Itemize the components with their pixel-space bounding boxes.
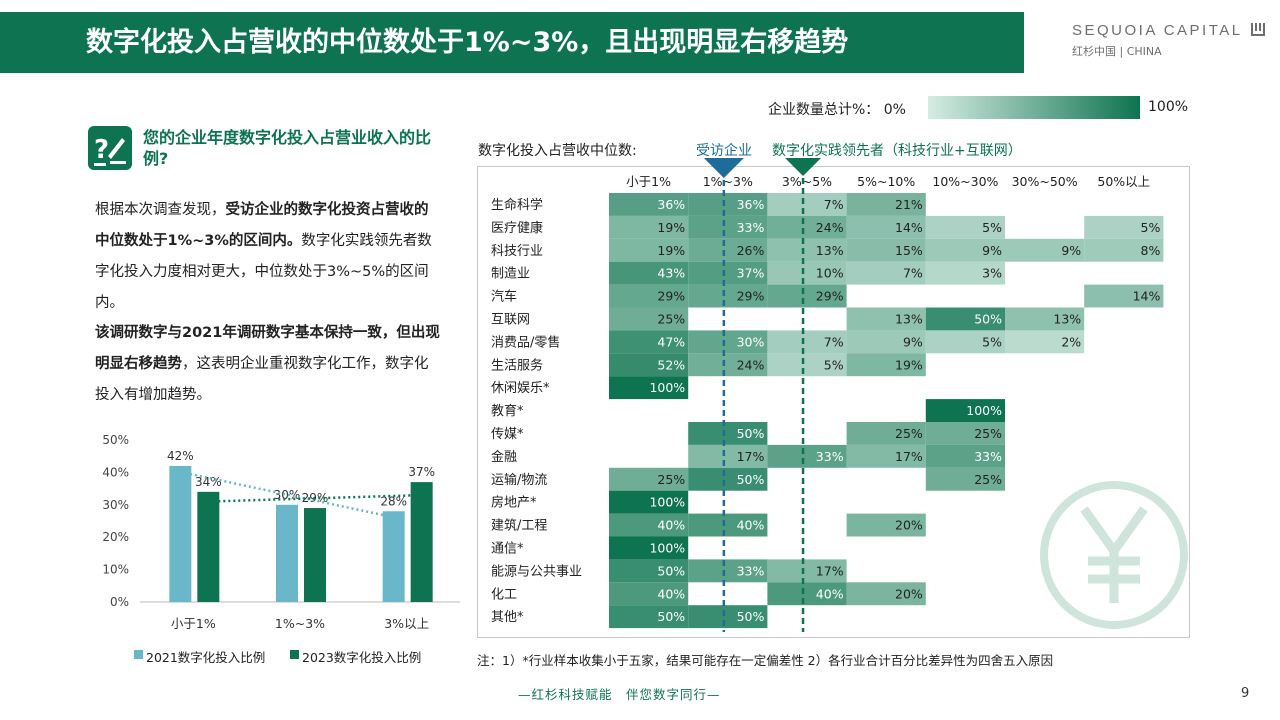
p2-bold: 该调研数字与2021年调研数字基本保持一致，但出现明显右移趋势	[95, 325, 440, 372]
bar-data-label: 34%	[195, 475, 222, 489]
footer-slogan: —红杉科技赋能 伴您数字同行—	[518, 687, 721, 702]
finding-paragraph-1: 根据本次调查发现，受访企业的数字化投资占营收的中位数处于1%~3%的区间内。数字…	[95, 195, 440, 319]
y-tick-label: 30%	[102, 498, 129, 512]
page-title: 数字化投入占营收的中位数处于1%~3%，且出现明显右移趋势	[86, 27, 849, 58]
finding-paragraph-2: 该调研数字与2021年调研数字基本保持一致，但出现明显右移趋势，这表明企业重视数…	[95, 318, 440, 411]
bar-1-1	[304, 508, 326, 602]
y-tick-label: 20%	[102, 530, 129, 544]
p2-post: ，这表明企业重视数字化工作，数字化投入有增加趋势。	[95, 356, 429, 403]
y-tick-label: 50%	[102, 433, 129, 447]
legend-label-2021: 2021数字化投入比例	[146, 650, 266, 665]
marker-label-respondents: 受访企业	[696, 143, 752, 159]
title-bar: 数字化投入占营收的中位数处于1%~3%，且出现明显右移趋势	[0, 12, 1024, 73]
y-tick-label: 0%	[110, 595, 129, 609]
trendline-2021	[180, 470, 394, 519]
scale-legend-gradient	[928, 96, 1140, 119]
bar-1-2	[410, 482, 433, 602]
marker-label-leaders: 数字化实践领先者（科技行业+互联网）	[772, 143, 1022, 159]
heatmap-label: 数字化投入占营收中位数:	[478, 143, 637, 159]
bar-data-label: 28%	[380, 494, 407, 508]
legend-swatch-2021	[134, 650, 143, 659]
question-pen-icon: ?	[88, 126, 132, 170]
x-tick-label: 小于1%	[171, 616, 216, 631]
bar-0-2	[382, 511, 405, 602]
sequoia-mark-icon	[1250, 23, 1265, 36]
legend-label-2023: 2023数字化投入比例	[302, 650, 422, 665]
bar-chart: 50%40%30%20%10%0%42%34%小于1%30%29%1%~3%28…	[102, 433, 460, 631]
y-tick-label: 40%	[102, 465, 129, 479]
logo-sub-text: 红杉中国 | CHINA	[1072, 45, 1162, 58]
svg-text:?: ?	[94, 135, 109, 165]
sequoia-logo: SEQUOIA CAPITAL 红杉中国 | CHINA	[1072, 22, 1267, 59]
scale-legend-max: 100%	[1148, 99, 1189, 115]
heatmap-frame	[477, 166, 1190, 638]
logo-wordmark: SEQUOIA CAPITAL	[1072, 22, 1243, 39]
question-title: 您的企业年度数字化投入占营业收入的比例?	[143, 128, 432, 168]
footnote: 注：1）*行业样本收集小于五家，结果可能存在一定偏差性 2）各行业合计百分比差异…	[477, 653, 1054, 668]
bar-data-label: 37%	[408, 465, 435, 479]
x-tick-label: 3%以上	[384, 616, 429, 631]
logo-main-text: SEQUOIA CAPITAL	[1072, 22, 1267, 39]
page-number: 9	[1241, 686, 1250, 701]
x-tick-label: 1%~3%	[275, 616, 325, 631]
bar-data-label: 42%	[167, 449, 194, 463]
p1-post: 数字化实践领先者数字化投入力度相对更大，中位数处于3%~5%的区间内。	[95, 233, 432, 311]
scale-legend-label: 企业数量总计%： 0%	[768, 102, 906, 118]
bar-1-0	[197, 491, 220, 602]
p1-pre: 根据本次调查发现，	[95, 202, 226, 218]
y-tick-label: 10%	[102, 563, 129, 577]
legend-swatch-2023	[290, 650, 299, 659]
bar-0-0	[169, 465, 192, 602]
bar-0-1	[276, 504, 298, 602]
trendline-2023	[208, 493, 422, 503]
yuan-icon	[1040, 481, 1188, 629]
bar-data-label: 30%	[274, 488, 301, 502]
p1-bold: 受访企业的数字化投资占营收的中位数处于1%~3%的区间内。	[95, 202, 429, 249]
